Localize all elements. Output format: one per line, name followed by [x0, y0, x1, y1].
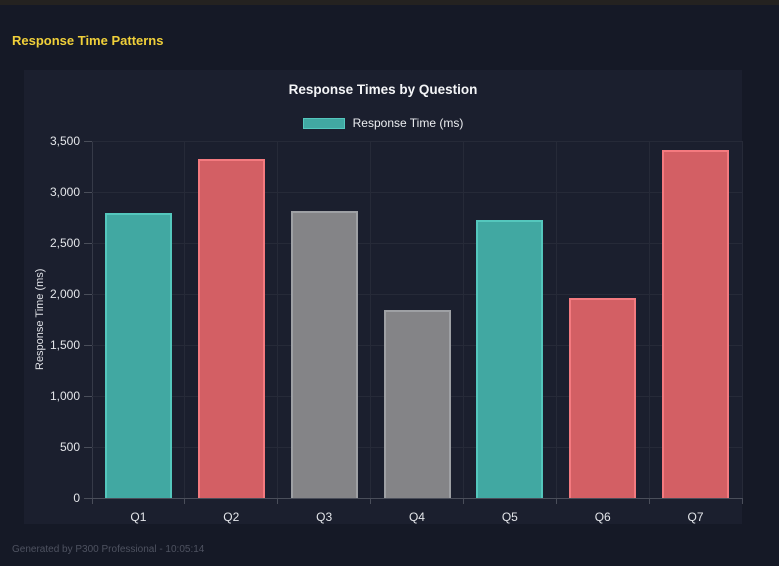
y-tick-mark	[84, 191, 92, 193]
y-tick-mark	[84, 395, 92, 397]
x-tick-mark	[370, 498, 372, 504]
x-tick-mark	[741, 498, 743, 504]
bar-q5[interactable]	[476, 219, 544, 498]
bar-q1[interactable]	[104, 213, 172, 498]
gridline-vertical	[462, 141, 464, 498]
x-tick-label: Q6	[594, 510, 611, 524]
y-tick-mark	[84, 140, 92, 142]
top-bar	[0, 0, 779, 5]
x-tick-label: Q2	[223, 510, 240, 524]
y-tick-mark	[84, 497, 92, 499]
x-tick-mark	[648, 498, 650, 504]
y-tick-mark	[84, 293, 92, 295]
gridline-horizontal	[92, 293, 742, 295]
y-tick-label: 2,500	[49, 236, 80, 250]
bar-q6[interactable]	[569, 298, 637, 498]
gridline-vertical	[277, 141, 279, 498]
legend-swatch	[302, 117, 345, 129]
bar-q7[interactable]	[662, 150, 730, 498]
gridline-vertical	[741, 141, 743, 498]
gridline-vertical	[370, 141, 372, 498]
x-tick-mark	[184, 498, 186, 504]
x-tick-label: Q3	[316, 510, 333, 524]
legend: Response Time (ms)	[24, 116, 742, 130]
chart-title: Response Times by Question	[288, 82, 478, 97]
chart-panel: Response Times by Question Response Time…	[24, 70, 743, 524]
plot-area: 0 500 1,000 1,500 2,000 2,500 3,000 3,500 Q1 Q2 Q3…	[50, 134, 743, 524]
x-tick-mark	[91, 498, 93, 504]
y-tick-label: 2,000	[49, 287, 80, 301]
footer-text: Generated by P300 Professional - 10:05:1…	[12, 544, 205, 555]
x-tick-mark	[555, 498, 557, 504]
gridline-horizontal	[92, 140, 742, 142]
y-tick-label: 500	[59, 440, 80, 454]
gridline-vertical	[648, 141, 650, 498]
y-axis-line	[92, 141, 93, 498]
x-tick-label: Q1	[130, 510, 147, 524]
y-tick-label: 1,500	[49, 338, 80, 352]
y-tick-mark	[84, 242, 92, 244]
page-title: Response Time Patterns	[12, 33, 164, 48]
gridline-vertical	[184, 141, 186, 498]
x-tick-mark	[462, 498, 464, 504]
gridline-vertical	[555, 141, 557, 498]
x-tick-label: Q4	[408, 510, 425, 524]
x-tick-label: Q5	[501, 510, 518, 524]
x-tick-label: Q7	[687, 510, 704, 524]
legend-item-response-time[interactable]: Response Time (ms)	[302, 116, 464, 130]
y-tick-label: 1,000	[49, 389, 80, 403]
y-tick-label: 0	[73, 491, 80, 505]
bar-q2[interactable]	[197, 159, 265, 498]
y-tick-label: 3,000	[49, 185, 80, 199]
x-tick-mark	[277, 498, 279, 504]
bar-q4[interactable]	[383, 310, 451, 498]
bar-q3[interactable]	[290, 211, 358, 498]
y-tick-label: 3,500	[49, 134, 80, 148]
y-tick-mark	[84, 344, 92, 346]
legend-label: Response Time (ms)	[352, 116, 464, 130]
gridline-horizontal	[92, 191, 742, 193]
gridline-horizontal	[92, 242, 742, 244]
x-axis-line	[84, 498, 742, 499]
y-tick-mark	[84, 446, 92, 448]
